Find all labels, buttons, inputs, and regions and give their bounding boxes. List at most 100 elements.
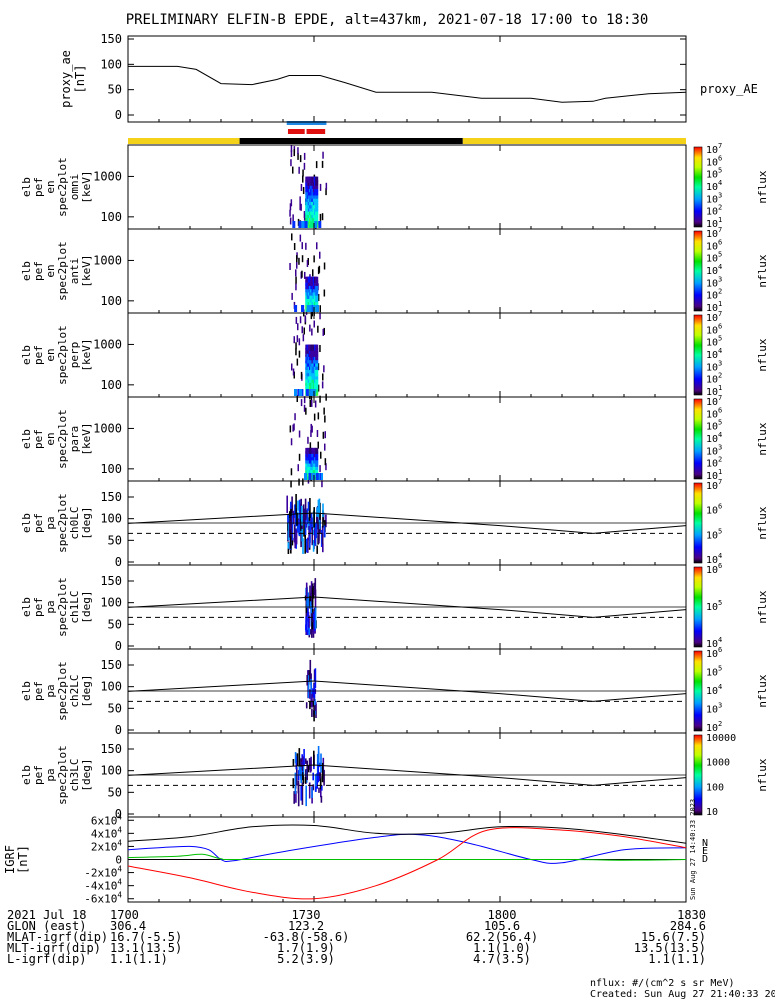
spec_omni-cbar-label: nflux bbox=[756, 170, 769, 203]
spec_anti-pixel bbox=[295, 269, 297, 277]
spec_para-ytick: 1000 bbox=[93, 421, 122, 435]
footer-cell: 1.1(1.1) bbox=[110, 952, 168, 966]
spec_omni-pixel bbox=[289, 203, 292, 211]
spec_anti-ylabel: [keV] bbox=[80, 254, 93, 287]
spec_omni-pixel bbox=[321, 213, 324, 221]
pa_ch3-ylabel: pef bbox=[32, 765, 45, 785]
spec_anti-pixel bbox=[308, 305, 312, 312]
pa_ch0-pixel bbox=[286, 495, 288, 513]
pa_ch1-pixel bbox=[308, 627, 311, 636]
spec_omni-pixel bbox=[292, 214, 294, 222]
spec_anti-pixel bbox=[323, 262, 326, 270]
spec_perp-pixel bbox=[315, 357, 319, 364]
spec_omni-pixel bbox=[325, 182, 328, 190]
pa_ch0-cbar-label: nflux bbox=[756, 506, 769, 539]
footer-row-label: GLON (east) bbox=[7, 919, 86, 933]
spec_perp-ylabel: spec2plot bbox=[56, 325, 69, 385]
pa_ch3-pixel bbox=[310, 756, 312, 772]
spec_perp-pixel bbox=[315, 376, 319, 383]
spec_perp-pixel bbox=[323, 327, 325, 335]
pa_ch1-pixel bbox=[313, 582, 316, 596]
spec_perp-pixel bbox=[295, 316, 298, 324]
pa_ch2-ylabel: [deg] bbox=[80, 674, 93, 707]
pa_ch0-pixel bbox=[304, 517, 307, 535]
sunlit-bar-end bbox=[462, 138, 686, 144]
spec_omni-pixel bbox=[315, 192, 319, 199]
igrf-ytick: -4x104 bbox=[84, 878, 122, 893]
chart-title: PRELIMINARY ELFIN-B EPDE, alt=437km, 202… bbox=[126, 12, 649, 28]
spec_omni-ylabel: pef bbox=[32, 177, 45, 197]
pa_ch0-pixel bbox=[303, 522, 305, 537]
pa_ch3-ytick: 50 bbox=[108, 785, 122, 799]
spec_para-pixel bbox=[324, 415, 326, 423]
spec_para-pixel bbox=[316, 430, 319, 437]
footer-cell: 13.5(13.5) bbox=[634, 941, 706, 955]
pa_ch0-pixel bbox=[302, 538, 304, 554]
spec_anti-frame bbox=[127, 228, 687, 314]
footer-row-label: L-igrf(dip) bbox=[7, 952, 86, 966]
spec_perp-pixel bbox=[298, 338, 301, 346]
spec_omni-ytick: 1000 bbox=[93, 169, 122, 183]
spec_perp-ytick: 1000 bbox=[93, 337, 122, 351]
pa_ch3-pixel bbox=[295, 790, 297, 803]
pa_ch0-ylabel: ch0LC bbox=[68, 506, 81, 539]
spec_anti-ylabel: en bbox=[44, 264, 57, 277]
spec_perp-pixel bbox=[303, 327, 305, 335]
spec_omni-frame bbox=[127, 144, 687, 230]
pa_ch0-colorbar bbox=[693, 482, 703, 564]
pa_ch1-ytick: 100 bbox=[100, 596, 122, 610]
igrf-legend-D: D bbox=[702, 854, 708, 865]
pa_ch0-pixel bbox=[325, 514, 327, 528]
spec_anti-pixel bbox=[301, 305, 305, 312]
spec_anti-heatmap bbox=[289, 233, 326, 320]
spec_anti-ylabel: spec2plot bbox=[56, 241, 69, 301]
spec_anti-pixel bbox=[293, 243, 296, 250]
footer-cell: 306.4 bbox=[110, 919, 146, 933]
pa_ch1-pixel bbox=[307, 592, 309, 607]
pa_ch0-pixel bbox=[303, 511, 306, 525]
igrf-ytick: -6x104 bbox=[84, 891, 122, 906]
spec_omni-pixel bbox=[302, 175, 304, 183]
pa_ch2-ytick: 50 bbox=[108, 701, 122, 715]
pa_ch3-pixel bbox=[319, 772, 322, 779]
pa_ch0-pixel bbox=[312, 529, 314, 536]
igrf-ytick: 6x104 bbox=[91, 812, 123, 827]
spec_omni-pixel bbox=[315, 208, 319, 215]
spec_para-ylabel: para bbox=[68, 426, 81, 453]
spec_para-pixel bbox=[290, 468, 293, 476]
spec_anti-cbar-label: nflux bbox=[756, 254, 769, 287]
pa_ch0-pixel bbox=[315, 522, 318, 539]
spec_omni-pixel bbox=[292, 166, 294, 174]
pa_ch2-ylabel: pa bbox=[44, 684, 57, 697]
spec_omni-pixel bbox=[315, 195, 319, 202]
pa_ch0-pixel bbox=[322, 543, 324, 553]
pa_ch2-pixel bbox=[313, 669, 316, 682]
spec_para-heatmap bbox=[289, 399, 327, 488]
spec_omni-pixel bbox=[289, 217, 292, 225]
spec_perp-pixel bbox=[315, 380, 319, 387]
footer-cell: 1830 bbox=[677, 908, 706, 922]
spec_perp-pixel bbox=[310, 395, 313, 403]
pa_ch3-pixel bbox=[304, 777, 307, 784]
pa_ch0-ylabel: spec2plot bbox=[56, 493, 69, 553]
spec_anti-pixel bbox=[301, 270, 303, 278]
spec_anti-pixel bbox=[301, 255, 304, 263]
spec_anti-pixel bbox=[315, 286, 319, 293]
spec_anti-pixel bbox=[295, 283, 297, 291]
proxy-ae-ytick: 50 bbox=[108, 83, 122, 97]
spec_perp-pixel bbox=[315, 367, 319, 374]
spec_anti-ylabel: elb bbox=[20, 261, 33, 281]
units-note: nflux: #/(cm^2 s sr MeV) bbox=[590, 978, 735, 989]
spec_omni-pixel bbox=[303, 211, 306, 218]
pa_ch3-pixel bbox=[319, 776, 322, 790]
spec_anti-pixel bbox=[295, 276, 297, 284]
pa_ch3-pixel bbox=[301, 782, 304, 805]
spec_anti-pixel bbox=[289, 263, 291, 270]
pa_ch0-pixel bbox=[289, 529, 292, 549]
pa_ch3-pixel bbox=[296, 767, 298, 786]
spec_perp-pixel bbox=[309, 324, 311, 332]
pa_ch0-pixel bbox=[300, 532, 302, 548]
spec_anti-pixel bbox=[319, 312, 321, 320]
pa_ch0-pixel bbox=[291, 504, 294, 519]
spec_perp-pixel bbox=[293, 336, 295, 344]
